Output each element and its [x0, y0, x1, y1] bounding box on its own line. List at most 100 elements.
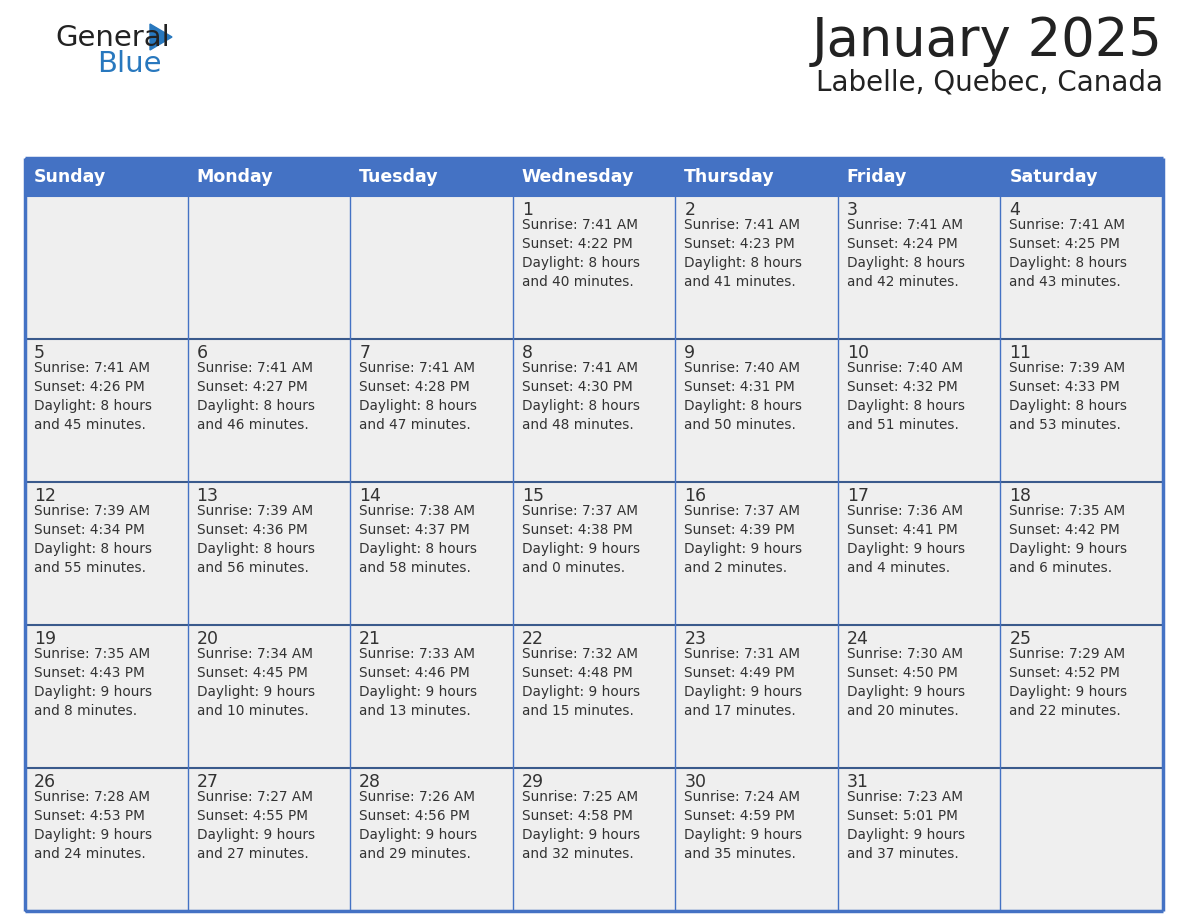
- Text: Sunday: Sunday: [34, 168, 106, 186]
- Text: Sunrise: 7:39 AM
Sunset: 4:33 PM
Daylight: 8 hours
and 53 minutes.: Sunrise: 7:39 AM Sunset: 4:33 PM Dayligh…: [1010, 361, 1127, 431]
- Text: Sunrise: 7:41 AM
Sunset: 4:30 PM
Daylight: 8 hours
and 48 minutes.: Sunrise: 7:41 AM Sunset: 4:30 PM Dayligh…: [522, 361, 639, 431]
- Text: 11: 11: [1010, 344, 1031, 362]
- Bar: [188, 768, 350, 911]
- Text: Sunrise: 7:26 AM
Sunset: 4:56 PM
Daylight: 9 hours
and 29 minutes.: Sunrise: 7:26 AM Sunset: 4:56 PM Dayligh…: [359, 790, 478, 861]
- Text: Sunrise: 7:28 AM
Sunset: 4:53 PM
Daylight: 9 hours
and 24 minutes.: Sunrise: 7:28 AM Sunset: 4:53 PM Dayligh…: [34, 790, 152, 861]
- Text: Labelle, Quebec, Canada: Labelle, Quebec, Canada: [816, 68, 1163, 96]
- Text: 29: 29: [522, 773, 544, 791]
- Text: Sunrise: 7:40 AM
Sunset: 4:32 PM
Daylight: 8 hours
and 51 minutes.: Sunrise: 7:40 AM Sunset: 4:32 PM Dayligh…: [847, 361, 965, 431]
- Bar: [675, 768, 838, 911]
- Bar: [350, 339, 513, 482]
- Text: Sunrise: 7:23 AM
Sunset: 5:01 PM
Daylight: 9 hours
and 37 minutes.: Sunrise: 7:23 AM Sunset: 5:01 PM Dayligh…: [847, 790, 965, 861]
- Text: 25: 25: [1010, 630, 1031, 648]
- Text: Sunrise: 7:37 AM
Sunset: 4:39 PM
Daylight: 9 hours
and 2 minutes.: Sunrise: 7:37 AM Sunset: 4:39 PM Dayligh…: [684, 504, 802, 575]
- Text: 27: 27: [196, 773, 219, 791]
- Text: 2: 2: [684, 201, 695, 219]
- Text: Sunrise: 7:41 AM
Sunset: 4:22 PM
Daylight: 8 hours
and 40 minutes.: Sunrise: 7:41 AM Sunset: 4:22 PM Dayligh…: [522, 218, 639, 289]
- Bar: [25, 158, 188, 196]
- Text: 26: 26: [34, 773, 56, 791]
- Bar: [188, 196, 350, 339]
- Bar: [513, 339, 675, 482]
- Text: Sunrise: 7:32 AM
Sunset: 4:48 PM
Daylight: 9 hours
and 15 minutes.: Sunrise: 7:32 AM Sunset: 4:48 PM Dayligh…: [522, 647, 640, 718]
- Bar: [675, 482, 838, 625]
- Text: 6: 6: [196, 344, 208, 362]
- Text: Sunrise: 7:33 AM
Sunset: 4:46 PM
Daylight: 9 hours
and 13 minutes.: Sunrise: 7:33 AM Sunset: 4:46 PM Dayligh…: [359, 647, 478, 718]
- Text: Sunrise: 7:34 AM
Sunset: 4:45 PM
Daylight: 9 hours
and 10 minutes.: Sunrise: 7:34 AM Sunset: 4:45 PM Dayligh…: [196, 647, 315, 718]
- Text: Monday: Monday: [196, 168, 273, 186]
- Text: 8: 8: [522, 344, 532, 362]
- Text: Thursday: Thursday: [684, 168, 775, 186]
- Bar: [25, 625, 188, 768]
- Bar: [838, 158, 1000, 196]
- Bar: [838, 196, 1000, 339]
- Bar: [1000, 768, 1163, 911]
- Text: 7: 7: [359, 344, 371, 362]
- Bar: [188, 482, 350, 625]
- Bar: [675, 158, 838, 196]
- Bar: [188, 158, 350, 196]
- Text: 18: 18: [1010, 487, 1031, 505]
- Text: Sunrise: 7:35 AM
Sunset: 4:42 PM
Daylight: 9 hours
and 6 minutes.: Sunrise: 7:35 AM Sunset: 4:42 PM Dayligh…: [1010, 504, 1127, 575]
- Text: 30: 30: [684, 773, 707, 791]
- Bar: [513, 768, 675, 911]
- Bar: [350, 196, 513, 339]
- Text: 15: 15: [522, 487, 544, 505]
- Text: 4: 4: [1010, 201, 1020, 219]
- Text: 10: 10: [847, 344, 868, 362]
- Bar: [675, 196, 838, 339]
- Text: 28: 28: [359, 773, 381, 791]
- Text: Sunrise: 7:31 AM
Sunset: 4:49 PM
Daylight: 9 hours
and 17 minutes.: Sunrise: 7:31 AM Sunset: 4:49 PM Dayligh…: [684, 647, 802, 718]
- Bar: [675, 339, 838, 482]
- Text: Sunrise: 7:36 AM
Sunset: 4:41 PM
Daylight: 9 hours
and 4 minutes.: Sunrise: 7:36 AM Sunset: 4:41 PM Dayligh…: [847, 504, 965, 575]
- Text: 12: 12: [34, 487, 56, 505]
- Bar: [188, 625, 350, 768]
- Bar: [1000, 482, 1163, 625]
- Bar: [25, 768, 188, 911]
- Bar: [1000, 339, 1163, 482]
- Bar: [1000, 158, 1163, 196]
- Bar: [188, 339, 350, 482]
- Text: 1: 1: [522, 201, 532, 219]
- Text: Sunrise: 7:39 AM
Sunset: 4:34 PM
Daylight: 8 hours
and 55 minutes.: Sunrise: 7:39 AM Sunset: 4:34 PM Dayligh…: [34, 504, 152, 575]
- Text: Sunrise: 7:29 AM
Sunset: 4:52 PM
Daylight: 9 hours
and 22 minutes.: Sunrise: 7:29 AM Sunset: 4:52 PM Dayligh…: [1010, 647, 1127, 718]
- Bar: [838, 768, 1000, 911]
- Bar: [1000, 625, 1163, 768]
- Bar: [838, 339, 1000, 482]
- Bar: [513, 196, 675, 339]
- Text: Sunrise: 7:41 AM
Sunset: 4:23 PM
Daylight: 8 hours
and 41 minutes.: Sunrise: 7:41 AM Sunset: 4:23 PM Dayligh…: [684, 218, 802, 289]
- Text: 21: 21: [359, 630, 381, 648]
- Text: General: General: [55, 24, 170, 52]
- Text: Sunrise: 7:25 AM
Sunset: 4:58 PM
Daylight: 9 hours
and 32 minutes.: Sunrise: 7:25 AM Sunset: 4:58 PM Dayligh…: [522, 790, 640, 861]
- Text: 5: 5: [34, 344, 45, 362]
- Text: Wednesday: Wednesday: [522, 168, 634, 186]
- Text: 13: 13: [196, 487, 219, 505]
- Bar: [350, 625, 513, 768]
- Text: 17: 17: [847, 487, 868, 505]
- Text: Sunrise: 7:38 AM
Sunset: 4:37 PM
Daylight: 8 hours
and 58 minutes.: Sunrise: 7:38 AM Sunset: 4:37 PM Dayligh…: [359, 504, 478, 575]
- Text: Sunrise: 7:30 AM
Sunset: 4:50 PM
Daylight: 9 hours
and 20 minutes.: Sunrise: 7:30 AM Sunset: 4:50 PM Dayligh…: [847, 647, 965, 718]
- Text: Sunrise: 7:35 AM
Sunset: 4:43 PM
Daylight: 9 hours
and 8 minutes.: Sunrise: 7:35 AM Sunset: 4:43 PM Dayligh…: [34, 647, 152, 718]
- Text: 3: 3: [847, 201, 858, 219]
- Text: Sunrise: 7:37 AM
Sunset: 4:38 PM
Daylight: 9 hours
and 0 minutes.: Sunrise: 7:37 AM Sunset: 4:38 PM Dayligh…: [522, 504, 640, 575]
- Text: 23: 23: [684, 630, 707, 648]
- Bar: [513, 482, 675, 625]
- Text: Sunrise: 7:41 AM
Sunset: 4:25 PM
Daylight: 8 hours
and 43 minutes.: Sunrise: 7:41 AM Sunset: 4:25 PM Dayligh…: [1010, 218, 1127, 289]
- Bar: [350, 482, 513, 625]
- Text: Sunrise: 7:41 AM
Sunset: 4:26 PM
Daylight: 8 hours
and 45 minutes.: Sunrise: 7:41 AM Sunset: 4:26 PM Dayligh…: [34, 361, 152, 431]
- Text: Sunrise: 7:39 AM
Sunset: 4:36 PM
Daylight: 8 hours
and 56 minutes.: Sunrise: 7:39 AM Sunset: 4:36 PM Dayligh…: [196, 504, 315, 575]
- Text: 20: 20: [196, 630, 219, 648]
- Text: January 2025: January 2025: [813, 15, 1163, 67]
- Bar: [513, 158, 675, 196]
- Text: 9: 9: [684, 344, 695, 362]
- Text: Friday: Friday: [847, 168, 908, 186]
- Text: Saturday: Saturday: [1010, 168, 1098, 186]
- Bar: [25, 196, 188, 339]
- Bar: [675, 625, 838, 768]
- Text: 16: 16: [684, 487, 707, 505]
- Text: 19: 19: [34, 630, 56, 648]
- Polygon shape: [150, 24, 172, 50]
- Text: Sunrise: 7:41 AM
Sunset: 4:24 PM
Daylight: 8 hours
and 42 minutes.: Sunrise: 7:41 AM Sunset: 4:24 PM Dayligh…: [847, 218, 965, 289]
- Text: Tuesday: Tuesday: [359, 168, 438, 186]
- Bar: [1000, 196, 1163, 339]
- Text: Sunrise: 7:24 AM
Sunset: 4:59 PM
Daylight: 9 hours
and 35 minutes.: Sunrise: 7:24 AM Sunset: 4:59 PM Dayligh…: [684, 790, 802, 861]
